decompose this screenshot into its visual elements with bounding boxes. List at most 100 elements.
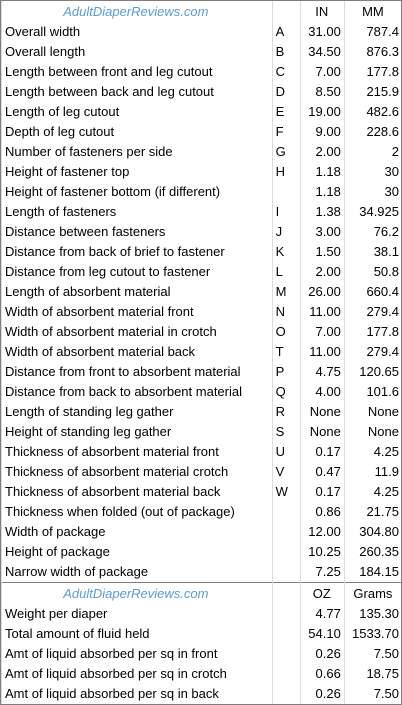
- row-code: G: [272, 142, 300, 162]
- row-code: F: [272, 122, 300, 142]
- row-label: Length between front and leg cutout: [2, 62, 273, 82]
- row-code: [272, 604, 300, 624]
- row-label: Distance from back to absorbent material: [2, 382, 273, 402]
- row-value-oz: 54.10: [300, 624, 344, 644]
- row-label: Length of fasteners: [2, 202, 273, 222]
- row-code: [272, 644, 300, 664]
- row-value-mm: 21.75: [344, 502, 402, 522]
- row-label: Height of package: [2, 542, 273, 562]
- row-value-mm: 177.8: [344, 322, 402, 342]
- row-value-in: None: [300, 402, 344, 422]
- row-value-mm: 177.8: [344, 62, 402, 82]
- row-value-in: 0.47: [300, 462, 344, 482]
- row-code: [272, 664, 300, 684]
- row-value-mm: 11.9: [344, 462, 402, 482]
- row-code: C: [272, 62, 300, 82]
- row-code: I: [272, 202, 300, 222]
- row-label: Width of absorbent material back: [2, 342, 273, 362]
- row-value-in: 1.38: [300, 202, 344, 222]
- row-value-mm: None: [344, 422, 402, 442]
- row-code: Q: [272, 382, 300, 402]
- row-label: Length between back and leg cutout: [2, 82, 273, 102]
- row-code: P: [272, 362, 300, 382]
- row-code: K: [272, 242, 300, 262]
- row-label: Height of standing leg gather: [2, 422, 273, 442]
- row-code: [272, 624, 300, 644]
- row-label: Amt of liquid absorbed per sq in crotch: [2, 664, 273, 684]
- row-label: Distance between fasteners: [2, 222, 273, 242]
- row-label: Length of leg cutout: [2, 102, 273, 122]
- row-code: [272, 522, 300, 542]
- table-row: Distance from back to absorbent material…: [2, 382, 402, 402]
- row-label: Total amount of fluid held: [2, 624, 273, 644]
- row-value-grams: 1533.70: [344, 624, 402, 644]
- oz-header: OZ: [300, 583, 344, 605]
- row-code: S: [272, 422, 300, 442]
- row-code: [272, 684, 300, 704]
- code-header: [272, 583, 300, 605]
- row-label: Length of absorbent material: [2, 282, 273, 302]
- row-value-mm: 30: [344, 182, 402, 202]
- mm-header: MM: [344, 1, 402, 22]
- row-code: B: [272, 42, 300, 62]
- row-code: [272, 182, 300, 202]
- row-value-in: 26.00: [300, 282, 344, 302]
- row-label: Thickness when folded (out of package): [2, 502, 273, 522]
- row-value-in: 7.00: [300, 62, 344, 82]
- row-label: Depth of leg cutout: [2, 122, 273, 142]
- row-value-in: 0.86: [300, 502, 344, 522]
- row-value-mm: 120.65: [344, 362, 402, 382]
- row-label: Weight per diaper: [2, 604, 273, 624]
- row-value-mm: 787.4: [344, 22, 402, 42]
- row-value-oz: 4.77: [300, 604, 344, 624]
- row-label: Overall width: [2, 22, 273, 42]
- row-value-oz: 0.26: [300, 684, 344, 704]
- row-code: D: [272, 82, 300, 102]
- row-code: L: [272, 262, 300, 282]
- brand-label[interactable]: AdultDiaperReviews.com: [2, 583, 273, 605]
- row-label: Narrow width of package: [2, 562, 273, 583]
- row-value-oz: 0.66: [300, 664, 344, 684]
- row-label: Overall length: [2, 42, 273, 62]
- brand-label[interactable]: AdultDiaperReviews.com: [2, 1, 273, 22]
- row-value-in: 1.18: [300, 162, 344, 182]
- row-value-in: 9.00: [300, 122, 344, 142]
- row-code: M: [272, 282, 300, 302]
- row-value-mm: 2: [344, 142, 402, 162]
- row-value-in: 7.00: [300, 322, 344, 342]
- row-value-grams: 18.75: [344, 664, 402, 684]
- row-value-grams: 135.30: [344, 604, 402, 624]
- row-label: Thickness of absorbent material crotch: [2, 462, 273, 482]
- row-label: Distance from front to absorbent materia…: [2, 362, 273, 382]
- row-value-in: 4.00: [300, 382, 344, 402]
- row-code: J: [272, 222, 300, 242]
- table-row: Distance from front to absorbent materia…: [2, 362, 402, 382]
- row-label: Height of fastener top: [2, 162, 273, 182]
- row-value-grams: 7.50: [344, 644, 402, 664]
- row-value-in: 1.50: [300, 242, 344, 262]
- row-label: Amt of liquid absorbed per sq in front: [2, 644, 273, 664]
- table-row: Amt of liquid absorbed per sq in crotch 0…: [2, 664, 402, 684]
- row-value-mm: 4.25: [344, 442, 402, 462]
- row-value-mm: 876.3: [344, 42, 402, 62]
- table-row: Height of fastener bottom (if different)…: [2, 182, 402, 202]
- row-label: Width of absorbent material front: [2, 302, 273, 322]
- row-code: [272, 542, 300, 562]
- row-label: Width of absorbent material in crotch: [2, 322, 273, 342]
- row-value-mm: 30: [344, 162, 402, 182]
- row-label: Width of package: [2, 522, 273, 542]
- row-code: W: [272, 482, 300, 502]
- in-header: IN: [300, 1, 344, 22]
